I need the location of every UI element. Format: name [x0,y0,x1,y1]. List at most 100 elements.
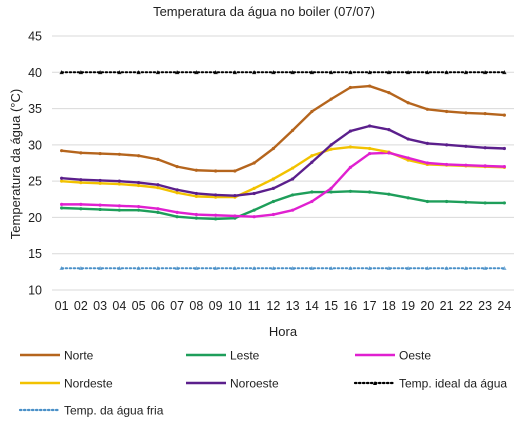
data-point [60,202,64,206]
data-point [329,97,333,101]
data-point [156,186,160,190]
legend-label: Leste [230,349,260,363]
data-point [233,214,237,218]
data-point [59,70,64,75]
data-point [464,200,468,204]
legend-label: Temp. ideal da água [399,377,507,391]
data-point [271,177,275,181]
series-oeste [60,151,391,219]
legend-item: Noroeste [186,377,279,391]
x-axis-label: Hora [269,324,298,339]
x-tick-label: 05 [132,299,146,313]
data-point [445,162,449,167]
data-point [97,266,103,271]
data-point [387,128,391,132]
data-point [194,194,198,198]
x-tick-label: 17 [363,299,377,313]
data-point [309,70,315,75]
legend-item: Nordeste [20,377,113,391]
x-tick-label: 24 [497,299,511,313]
data-point [329,190,333,194]
data-point [329,186,333,190]
series-lines [59,70,507,271]
x-tick-label: 12 [266,299,280,313]
data-point [368,190,372,194]
x-tick-label: 18 [382,299,396,313]
data-point [98,181,102,185]
data-point [310,160,314,164]
data-point [233,194,237,198]
series-temp-ideal-da-gua [59,70,507,75]
y-tick-label: 45 [28,30,42,44]
data-point [444,70,449,75]
data-point [291,128,295,132]
data-point [59,266,64,271]
x-tick-label: 06 [151,299,165,313]
data-point [194,70,199,75]
y-axis-label: Temperatura da água (°C) [8,89,23,239]
data-point [405,266,411,271]
data-point [252,208,256,212]
x-tick-label: 04 [112,299,126,313]
data-point [60,206,64,210]
data-point [117,204,121,208]
legend-item: Norte [20,349,94,363]
data-point [483,112,487,116]
data-point [174,70,180,75]
data-point [502,146,506,151]
data-point [445,109,449,114]
data-point [406,196,410,200]
data-point [348,85,352,90]
data-point [137,154,141,158]
data-point [252,215,256,219]
data-point [156,183,160,187]
data-point [213,266,218,271]
y-tick-label: 40 [28,66,42,80]
data-point [386,266,392,271]
data-point [291,177,295,181]
legend-item: Leste [186,349,260,363]
data-point [291,166,295,170]
data-point [290,70,295,75]
y-tick-label: 20 [28,211,42,225]
data-point [194,216,198,220]
data-point [387,91,391,95]
data-point [348,189,352,193]
data-point [271,212,275,217]
legend-label: Nordeste [64,377,113,391]
data-point [425,199,429,204]
series-noroeste [60,124,506,198]
y-tick-label: 15 [28,247,42,261]
series-line [60,124,506,197]
data-point [464,163,468,167]
x-tick-label: 01 [55,299,69,313]
data-point [252,186,256,190]
data-point [98,203,102,207]
x-tick-label: 10 [228,299,242,313]
data-point [252,161,256,165]
data-point [156,157,160,161]
data-point [328,70,334,75]
data-point [194,212,198,217]
data-point [367,70,372,75]
x-tick-label: 09 [209,299,223,313]
data-point [155,70,161,75]
data-point [214,213,218,217]
data-point [425,161,429,165]
data-point [136,266,141,271]
data-point [368,151,372,156]
x-tick-label: 20 [420,299,434,313]
data-point [405,70,411,75]
data-point [464,111,468,115]
data-point [483,201,487,205]
data-point [175,165,179,169]
x-tick-label: 21 [440,299,454,313]
data-point [367,266,372,271]
legend-item: Oeste [355,349,431,363]
legend-item: Temp. ideal da água [353,377,507,391]
data-point [271,266,276,271]
data-point [329,147,333,151]
data-point [174,266,180,271]
x-tick-label: 14 [305,299,319,313]
